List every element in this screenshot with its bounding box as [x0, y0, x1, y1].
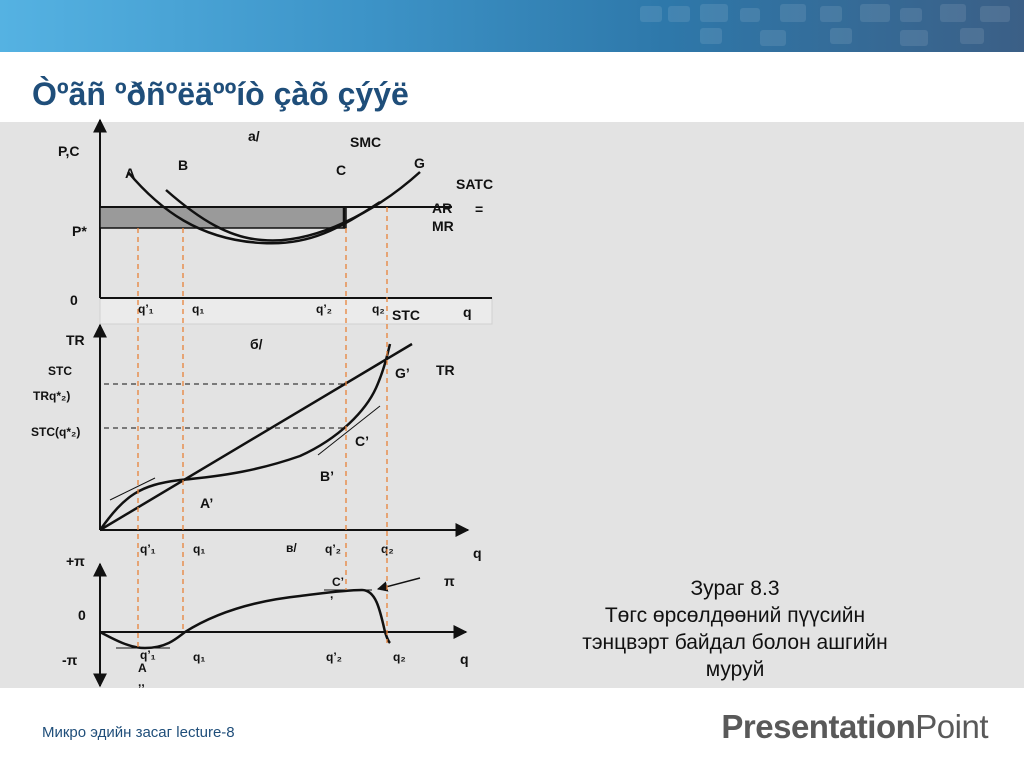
point-b-label: B — [178, 157, 188, 173]
smc-label: SMC — [350, 134, 381, 150]
panel-a-tag: a/ — [248, 128, 260, 144]
profit-rectangle — [99, 206, 347, 229]
point-g-label: G — [414, 155, 425, 171]
panel-a-tick-q2-prime: q’₂ — [316, 302, 332, 316]
panel-c-tick-q2: q₂ — [393, 650, 406, 664]
caption-line-1: Зураг 8.3 — [690, 577, 780, 600]
point-a-prime-label: A’ — [200, 495, 213, 511]
panel-a: P,C P* 0 a/ SMC SATC AR MR = A B C G q’₁… — [58, 118, 493, 325]
footer-course-label: Микро эдийн засаг lecture-8 — [42, 724, 235, 741]
panel-a-y-label: P,C — [58, 143, 80, 159]
panel-a-tick-strip — [99, 297, 493, 325]
point-g-prime-label: G’ — [395, 365, 410, 381]
panel-b-x-label: q — [473, 545, 482, 561]
point-c-double-prime-label: C’ — [332, 575, 344, 589]
panel-c: +π 0 -π π C’ , q’₁ A ,, q₁ q’₂ q₂ q — [62, 553, 469, 689]
panel-a-tick-q2: q₂ — [372, 302, 385, 316]
point-c-double-prime-mark: , — [330, 587, 333, 601]
point-a-double-prime-label: A — [138, 661, 147, 675]
tr-line — [99, 342, 413, 532]
plus-pi-label: +π — [66, 553, 85, 569]
panel-c-zero-label: 0 — [78, 607, 86, 623]
panel-a-tick-q1: q₁ — [192, 302, 204, 316]
point-a-double-prime-mark: ,, — [138, 675, 145, 689]
profit-curve-arrow — [376, 577, 421, 592]
caption-line-2: Төгс өрсөлдөөний пүүсийн — [604, 604, 866, 627]
brand-logo: PresentationPoint — [721, 708, 988, 746]
point-a-label: A — [125, 165, 135, 181]
panel-b-tag: б/ — [250, 336, 263, 352]
panel-b-y-label: TR — [66, 332, 85, 348]
caption-line-3: тэнцвэрт байдал болон ашгийн — [582, 631, 888, 654]
minus-pi-label: -π — [62, 652, 78, 668]
panel-b-tick-q1-prime: q’₁ — [140, 542, 156, 556]
panel-b: TR STC TRq*₂) STC(q*₂) б/ TR G’ C’ B’ A’… — [31, 323, 482, 561]
brand-bold-text: Presentation — [721, 708, 916, 745]
satc-label: SATC — [456, 176, 493, 192]
panel-a-stc-label: STC — [392, 307, 420, 323]
tangent-c-prime — [317, 405, 381, 456]
ar-mr-equals: = — [475, 201, 483, 217]
point-c-label: C — [336, 162, 346, 178]
panel-a-tick-q1-prime: q’₁ — [138, 302, 154, 316]
mr-label: MR — [432, 218, 454, 234]
panel-b-stc-label: STC — [48, 364, 72, 378]
profit-curve — [99, 588, 391, 650]
tr-curve-label: TR — [436, 362, 455, 378]
panel-c-tick-q2-prime: q’₂ — [326, 650, 342, 664]
brand-light-text: Point — [915, 708, 988, 745]
top-banner — [0, 0, 1024, 52]
figure-caption: Зураг 8.3 Төгс өрсөлдөөний пүүсийн тэнцв… — [540, 575, 930, 683]
point-b-prime-label: B’ — [320, 468, 334, 484]
ar-label: AR — [432, 200, 452, 216]
pi-curve-label: π — [444, 573, 455, 589]
point-c-prime-label: C’ — [355, 433, 369, 449]
panel-c-tick-q1: q₁ — [193, 650, 205, 664]
slide-title: Òºãñ ºðñºëäººíò çàõ çýýë — [32, 76, 409, 112]
panel-b-tick-q1: q₁ — [193, 542, 205, 556]
price-label: P* — [72, 223, 87, 239]
smc-curve — [165, 171, 421, 242]
panel-c-tag: в/ — [286, 541, 297, 555]
panel-c-tick-q1-prime: q’₁ — [140, 648, 156, 662]
panel-a-origin: 0 — [70, 292, 78, 308]
panel-a-x-label: q — [463, 304, 472, 320]
panel-c-x-label: q — [460, 651, 469, 667]
tangent-a-prime — [109, 477, 156, 501]
caption-line-4: муруй — [705, 658, 765, 681]
stc-curve — [98, 343, 392, 531]
guide-lines — [137, 207, 388, 648]
trq-label: TRq*₂) — [33, 389, 70, 403]
stcq-label: STC(q*₂) — [31, 425, 80, 439]
panel-b-tick-q2-prime: q’₂ — [325, 542, 341, 556]
